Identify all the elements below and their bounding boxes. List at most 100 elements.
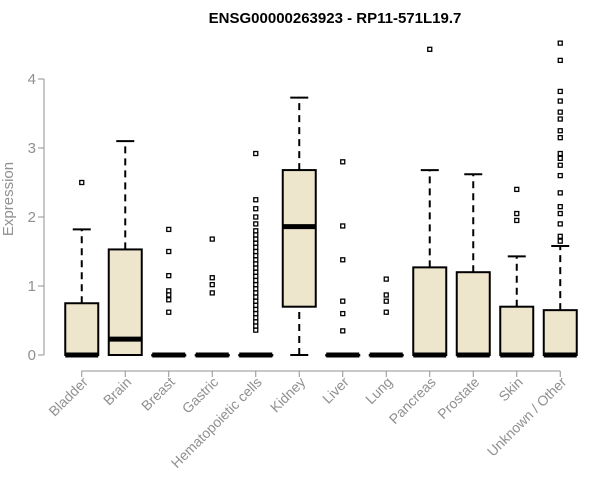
outlier-point xyxy=(253,206,259,212)
outlier-point xyxy=(166,248,172,255)
box-group xyxy=(542,40,578,358)
y-tick-label: 2 xyxy=(28,209,36,226)
y-axis: 0 1 2 3 4 xyxy=(28,71,45,364)
outlier-point xyxy=(253,244,259,251)
box-body xyxy=(542,309,578,356)
outlier-point xyxy=(557,190,563,196)
outlier-point xyxy=(253,298,259,304)
outlier-point xyxy=(253,302,259,308)
outlier-point xyxy=(253,228,259,234)
box-group xyxy=(281,96,317,356)
box-body xyxy=(281,169,317,308)
outlier-point xyxy=(253,310,259,317)
outlier-point xyxy=(557,210,563,217)
outlier-point xyxy=(383,309,389,315)
box-group xyxy=(151,226,187,358)
box-body xyxy=(455,271,491,357)
outlier-point xyxy=(253,252,259,259)
outlier-point xyxy=(79,179,85,186)
y-tick-label: 4 xyxy=(28,71,36,88)
outlier-point xyxy=(383,298,389,304)
y-axis-label: Expression xyxy=(0,162,17,236)
outlier-point xyxy=(340,298,346,304)
outlier-point xyxy=(383,276,389,282)
outlier-point xyxy=(253,281,259,288)
x-tick-label: Breast xyxy=(138,374,178,414)
box-group xyxy=(368,276,404,358)
outlier-point xyxy=(253,294,259,300)
x-tick-label: Bladder xyxy=(45,374,91,420)
x-tick-label: Kidney xyxy=(267,374,309,416)
outlier-point xyxy=(557,116,563,122)
outlier-point xyxy=(166,272,172,279)
outlier-point xyxy=(557,172,563,179)
outlier-point xyxy=(557,221,563,227)
outlier-point xyxy=(253,197,259,203)
box-group xyxy=(238,150,274,358)
outlier-point xyxy=(557,203,563,210)
outlier-point xyxy=(253,240,259,246)
outlier-point xyxy=(340,223,346,229)
box-group xyxy=(412,46,448,358)
outlier-point xyxy=(557,109,563,115)
box-group xyxy=(107,140,143,356)
outlier-point xyxy=(253,290,259,296)
outlier-point xyxy=(557,150,563,157)
outlier-point xyxy=(253,257,259,263)
outlier-point xyxy=(253,214,259,220)
outlier-point xyxy=(340,328,346,334)
outlier-point xyxy=(340,310,346,317)
outlier-point xyxy=(557,162,563,168)
outlier-point xyxy=(557,88,563,95)
outlier-point xyxy=(253,150,259,157)
outlier-point xyxy=(209,290,215,296)
x-tick-label: Brain xyxy=(100,374,134,408)
outlier-point xyxy=(557,57,563,64)
outlier-point xyxy=(166,288,172,294)
outlier-point xyxy=(253,327,259,333)
y-tick-label: 0 xyxy=(28,347,36,364)
outlier-point xyxy=(253,248,259,255)
outlier-point xyxy=(253,315,259,321)
outlier-point xyxy=(166,309,172,315)
outlier-point xyxy=(209,236,215,242)
outlier-point xyxy=(209,275,215,281)
box-group xyxy=(325,159,361,358)
outlier-point xyxy=(383,292,389,298)
box-body xyxy=(499,305,535,357)
x-tick-label: Gastric xyxy=(179,374,222,417)
box-body xyxy=(412,266,448,356)
outlier-point xyxy=(557,233,563,239)
outlier-point xyxy=(253,269,259,275)
box-group xyxy=(499,186,535,358)
outlier-point xyxy=(514,210,520,217)
x-tick-label: Liver xyxy=(319,374,352,407)
chart-title: ENSG00000263923 - RP11-571L19.7 xyxy=(209,10,462,27)
outlier-point xyxy=(166,226,172,233)
outlier-point xyxy=(253,273,259,279)
x-tick-label: Lung xyxy=(362,374,395,407)
outlier-point xyxy=(166,292,172,298)
outlier-point xyxy=(557,155,563,162)
outlier-point xyxy=(253,236,259,242)
outlier-point xyxy=(253,261,259,267)
outlier-point xyxy=(340,159,346,165)
outlier-point xyxy=(557,40,563,46)
box-group xyxy=(64,179,100,358)
outlier-point xyxy=(557,128,563,134)
outlier-point xyxy=(253,232,259,238)
x-tick-label: Unknown / Other xyxy=(484,374,570,460)
outlier-point xyxy=(253,277,259,284)
outlier-point xyxy=(514,186,520,193)
box-group xyxy=(194,236,230,358)
outlier-point xyxy=(253,306,259,313)
x-tick-label: Skin xyxy=(495,374,526,405)
outlier-point xyxy=(427,46,433,52)
outlier-point xyxy=(253,221,259,227)
outlier-point xyxy=(557,238,563,244)
outlier-point xyxy=(209,281,215,288)
box-group xyxy=(455,173,491,358)
